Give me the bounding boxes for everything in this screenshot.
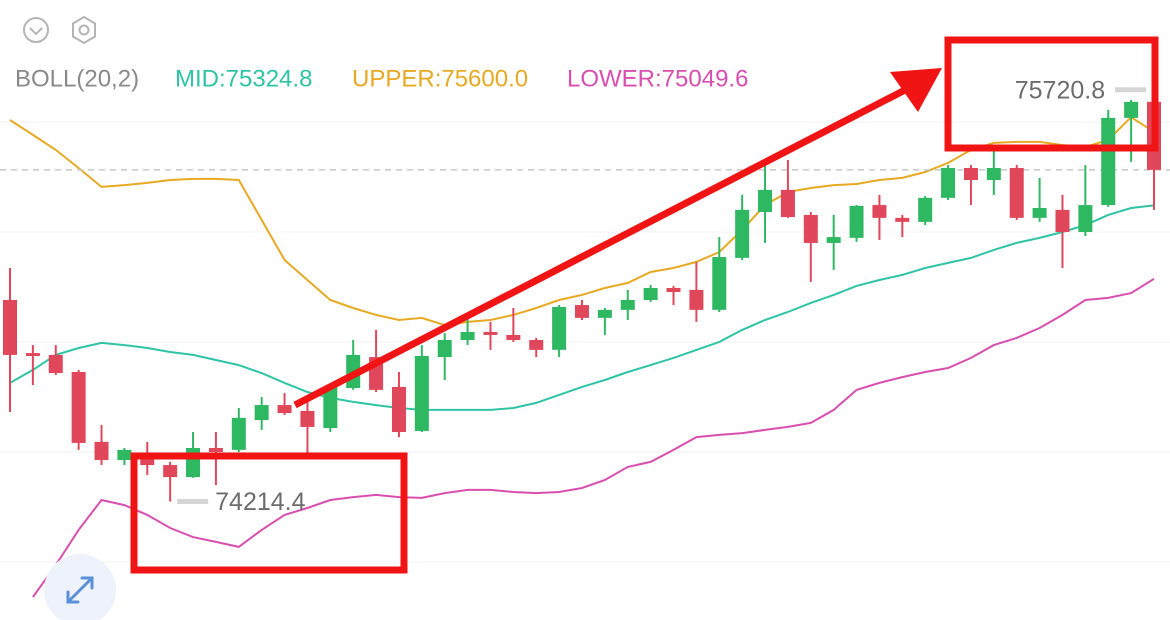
- arrow-head: [890, 68, 942, 112]
- candle-body: [48, 354, 63, 374]
- candle-body: [3, 300, 17, 355]
- candle-body: [25, 353, 40, 356]
- collapse-icon[interactable]: [23, 17, 49, 43]
- candle-body: [231, 417, 246, 450]
- plot-area: 74214.4 75720.8: [0, 76, 1170, 598]
- band-line: [32, 277, 1155, 598]
- candle-body: [163, 465, 178, 478]
- candle-body: [758, 189, 773, 212]
- icon-circle: [23, 17, 49, 43]
- indicator-label: BOLL(20,2): [15, 65, 139, 92]
- candle-body: [71, 372, 86, 443]
- candle-body: [1055, 209, 1070, 232]
- legend-entry: MID:75324.8: [175, 65, 312, 92]
- candle-body: [963, 168, 978, 180]
- candle-body: [94, 441, 109, 460]
- candle-body: [803, 214, 818, 243]
- candle-body: [575, 305, 589, 318]
- settings-icon[interactable]: [72, 15, 96, 45]
- max-label: 75720.8: [1015, 76, 1105, 104]
- candle-body: [300, 410, 315, 427]
- band-line: [9, 115, 1155, 327]
- candle-body: [552, 306, 567, 350]
- candle-body: [597, 309, 612, 318]
- min-label: 74214.4: [215, 488, 305, 516]
- candle-body: [117, 449, 132, 460]
- candle-body: [735, 209, 750, 258]
- candle-body: [460, 332, 475, 340]
- candle-body: [414, 356, 429, 431]
- expand-button[interactable]: [44, 554, 116, 620]
- candle-body: [849, 205, 864, 238]
- candle-body: [620, 300, 635, 310]
- candle-body: [208, 448, 223, 452]
- candle-body: [666, 288, 681, 292]
- band-line: [9, 204, 1155, 411]
- expand-icon: [66, 576, 94, 604]
- icon-chevron: [29, 27, 43, 36]
- candle-body: [437, 340, 452, 358]
- legend-entry: LOWER:75049.6: [567, 65, 748, 92]
- highlight-box: [944, 36, 1159, 152]
- icon-hexagon: [72, 15, 96, 45]
- highlight-box: [130, 452, 408, 574]
- candle-body: [277, 405, 292, 414]
- button-bg: [44, 554, 116, 620]
- candle-body: [254, 405, 269, 420]
- candle-body: [529, 340, 544, 350]
- candle-body: [712, 257, 727, 310]
- legend: BOLL(20,2) MID:75324.8 UPPER:75600.0 LOW…: [15, 65, 748, 92]
- candle-body: [918, 197, 933, 222]
- candle-body: [391, 386, 406, 432]
- candle-body: [872, 205, 887, 218]
- legend-entry: UPPER:75600.0: [352, 65, 528, 92]
- annotation: [130, 36, 1159, 574]
- candle-body: [483, 332, 498, 335]
- candle-body: [895, 217, 910, 222]
- candle-body: [986, 168, 1001, 180]
- candle-body: [643, 288, 658, 300]
- candle-body: [780, 189, 795, 218]
- candle-body: [826, 237, 841, 243]
- candle-body: [1124, 101, 1139, 118]
- candle-body: [186, 448, 201, 478]
- candle-body: [1101, 117, 1116, 206]
- trend-arrow: [293, 86, 907, 409]
- candle-body: [941, 168, 956, 198]
- candle-body: [689, 289, 704, 310]
- candle-body: [1032, 208, 1047, 218]
- candle-body: [1078, 205, 1093, 232]
- candle-body: [323, 386, 338, 428]
- icon-dot: [78, 24, 90, 36]
- candle-body: [506, 334, 521, 340]
- candle-body: [1009, 168, 1024, 218]
